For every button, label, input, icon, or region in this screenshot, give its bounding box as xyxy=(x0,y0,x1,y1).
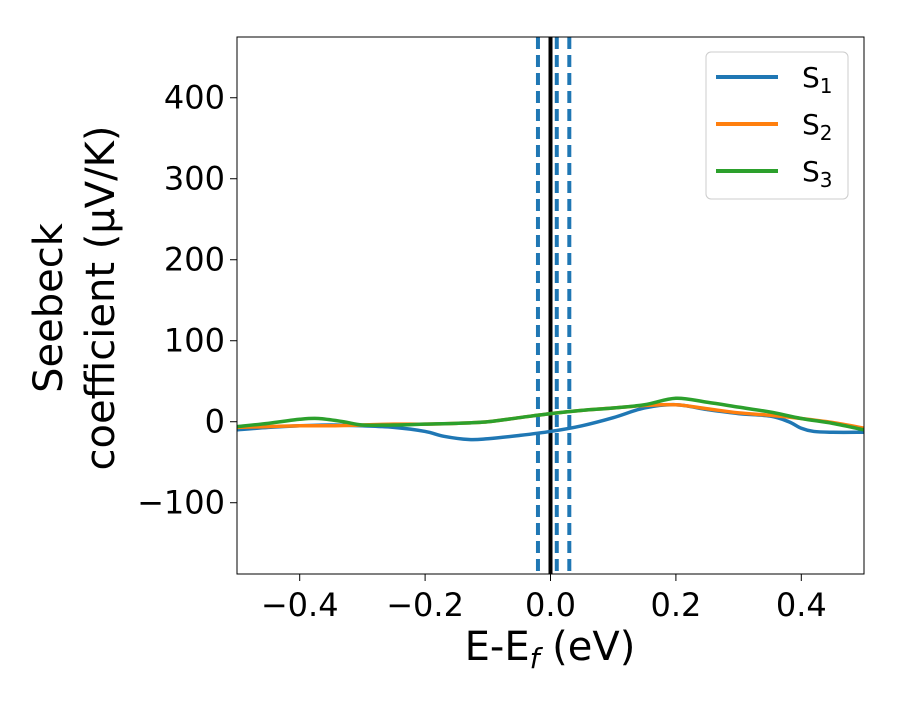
x-tick-label: 0.2 xyxy=(650,586,701,624)
y-tick-label: 400 xyxy=(164,79,225,117)
y-axis-label-line2: coefficient (μV/K) xyxy=(78,126,124,471)
x-axis-label: E-Ef (eV) xyxy=(465,624,636,675)
x-tick-label: 0.0 xyxy=(525,586,576,624)
legend-label-s3: S3 xyxy=(802,155,833,192)
y-axis-label-line1: Seebeck xyxy=(26,222,72,393)
y-tick-label: 200 xyxy=(164,241,225,279)
y-tick-label: 100 xyxy=(164,322,225,360)
y-axis-ticks: −100 0 100 200 300 400 xyxy=(137,79,237,522)
x-tick-label: −0.4 xyxy=(261,586,339,624)
legend: S1 S2 S3 xyxy=(705,51,849,200)
x-axis-ticks: −0.4 −0.2 0.0 0.2 0.4 xyxy=(261,574,827,624)
x-tick-label: 0.4 xyxy=(776,586,827,624)
series-line-s3 xyxy=(237,396,864,432)
x-tick-label: −0.2 xyxy=(386,586,464,624)
series-lines xyxy=(237,396,864,442)
y-tick-label: 0 xyxy=(205,403,225,441)
y-tick-label: 300 xyxy=(164,160,225,198)
legend-label-s2: S2 xyxy=(802,108,833,145)
reference-lines xyxy=(535,37,572,574)
y-tick-label: −100 xyxy=(137,484,225,522)
legend-label-s1: S1 xyxy=(802,61,833,98)
